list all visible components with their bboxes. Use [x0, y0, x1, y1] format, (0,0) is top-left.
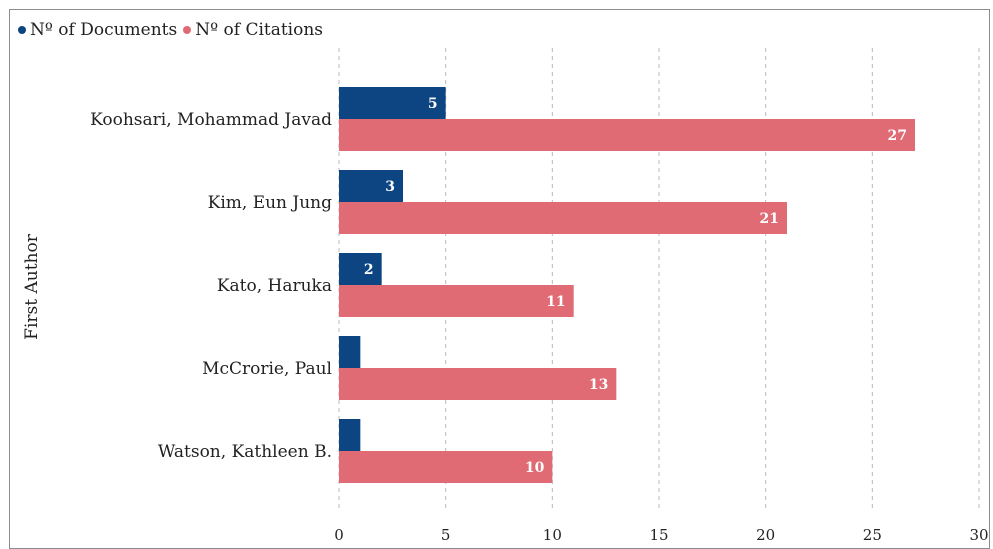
category-label-0: Koohsari, Mohammad Javad: [90, 110, 332, 130]
legend-label-citations: Nº of Citations: [195, 20, 324, 40]
data-label-citations-1: 21: [760, 211, 779, 227]
x-tick-label-15: 15: [649, 526, 668, 544]
bar-citations-2: [339, 285, 574, 317]
legend-item-citations: Nº of Citations: [183, 20, 323, 40]
bar-documents-1: [339, 170, 403, 202]
y-axis-title: First Author: [22, 233, 42, 340]
data-label-citations-0: 27: [888, 128, 907, 144]
legend-label-documents: Nº of Documents: [30, 20, 178, 40]
legend-item-documents: Nº of Documents: [18, 20, 177, 40]
data-label-citations-3: 13: [589, 377, 608, 393]
bar-citations-4: [339, 451, 553, 483]
data-label-citations-2: 11: [546, 294, 565, 310]
category-label-1: Kim, Eun Jung: [208, 193, 332, 213]
category-label-3: McCrorie, Paul: [202, 359, 332, 379]
data-label-documents-0: 5: [428, 96, 438, 112]
category-labels: Koohsari, Mohammad Javad Kim, Eun Jung Kat…: [90, 110, 332, 462]
x-tick-label-5: 5: [441, 526, 451, 544]
data-label-documents-1: 3: [385, 179, 395, 195]
bar-documents-2: [339, 253, 382, 285]
legend-swatch-citations: [183, 26, 192, 34]
category-label-2: Kato, Haruka: [217, 276, 332, 296]
data-label-documents-2: 2: [364, 262, 374, 278]
x-tick-labels: 0 5 10 15 20 25 30: [334, 526, 988, 544]
bar-documents-0: [339, 87, 446, 119]
bar-citations-1: [339, 202, 787, 234]
data-label-citations-4: 10: [525, 460, 545, 476]
category-label-4: Watson, Kathleen B.: [158, 442, 332, 462]
x-tick-label-10: 10: [543, 526, 562, 544]
x-tick-label-30: 30: [969, 526, 988, 544]
bar-documents-4: [339, 419, 361, 451]
bar-citations-3: [339, 368, 617, 400]
bars: 5 27 3 21 2 11 13 10: [339, 87, 915, 483]
bar-citations-0: [339, 119, 915, 151]
legend: Nº of Documents Nº of Citations: [18, 20, 329, 40]
legend-swatch-documents: [18, 26, 26, 34]
bar-documents-3: [339, 336, 361, 368]
x-tick-label-0: 0: [334, 526, 344, 544]
x-tick-label-25: 25: [863, 526, 882, 544]
x-tick-label-20: 20: [756, 526, 775, 544]
